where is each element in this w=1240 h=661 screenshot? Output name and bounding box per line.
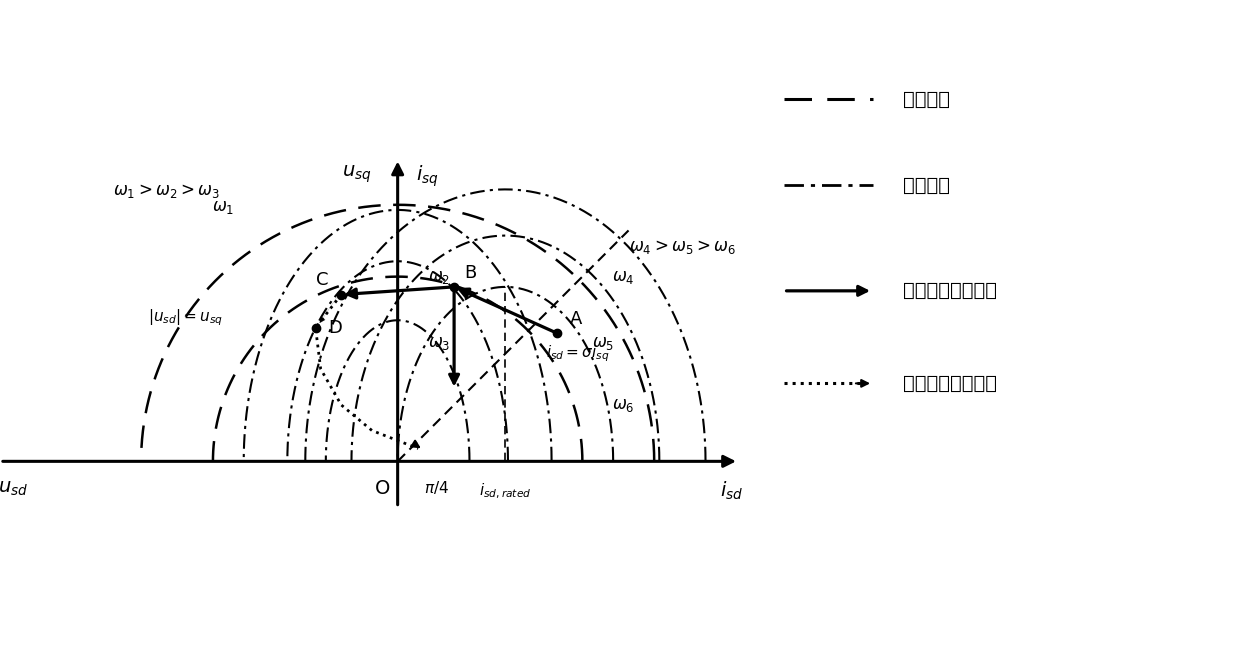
- Text: $\omega_1 > \omega_2 > \omega_3$: $\omega_1 > \omega_2 > \omega_3$: [113, 182, 221, 200]
- Text: $\omega_{6}$: $\omega_{6}$: [613, 396, 635, 414]
- Text: $u_{sq}$: $u_{sq}$: [342, 164, 372, 185]
- Text: $\omega_{4}$: $\omega_{4}$: [613, 268, 635, 286]
- Text: 最优电流矢量轨迹: 最优电流矢量轨迹: [903, 282, 997, 300]
- Text: $\omega_{5}$: $\omega_{5}$: [591, 334, 614, 352]
- Text: A: A: [569, 310, 582, 328]
- Text: C: C: [316, 272, 329, 290]
- Text: $|u_{sd}| = u_{sq}$: $|u_{sd}| = u_{sq}$: [149, 307, 223, 328]
- Text: $\omega_{2}$: $\omega_{2}$: [428, 268, 450, 286]
- Text: $\pi/4$: $\pi/4$: [424, 479, 449, 496]
- Text: B: B: [464, 264, 476, 282]
- Text: $i_{sd} = \sigma i_{sq}$: $i_{sd} = \sigma i_{sq}$: [547, 343, 610, 364]
- Text: 电压限制: 电压限制: [903, 176, 950, 194]
- Text: $\omega_{3}$: $\omega_{3}$: [428, 334, 450, 352]
- Text: $i_{sd,rated}$: $i_{sd,rated}$: [479, 482, 532, 501]
- Text: $u_{sd}$: $u_{sd}$: [0, 479, 29, 498]
- Text: D: D: [329, 319, 342, 337]
- Text: O: O: [374, 479, 389, 498]
- Text: 最优电压矢量轨迹: 最优电压矢量轨迹: [903, 374, 997, 393]
- Text: $i_{sq}$: $i_{sq}$: [415, 164, 438, 189]
- Text: $\omega_{1}$: $\omega_{1}$: [212, 198, 234, 216]
- Text: $i_{sd}$: $i_{sd}$: [719, 479, 743, 502]
- Text: $\omega_4 > \omega_5 > \omega_6$: $\omega_4 > \omega_5 > \omega_6$: [629, 238, 735, 256]
- Text: 电流限制: 电流限制: [903, 90, 950, 108]
